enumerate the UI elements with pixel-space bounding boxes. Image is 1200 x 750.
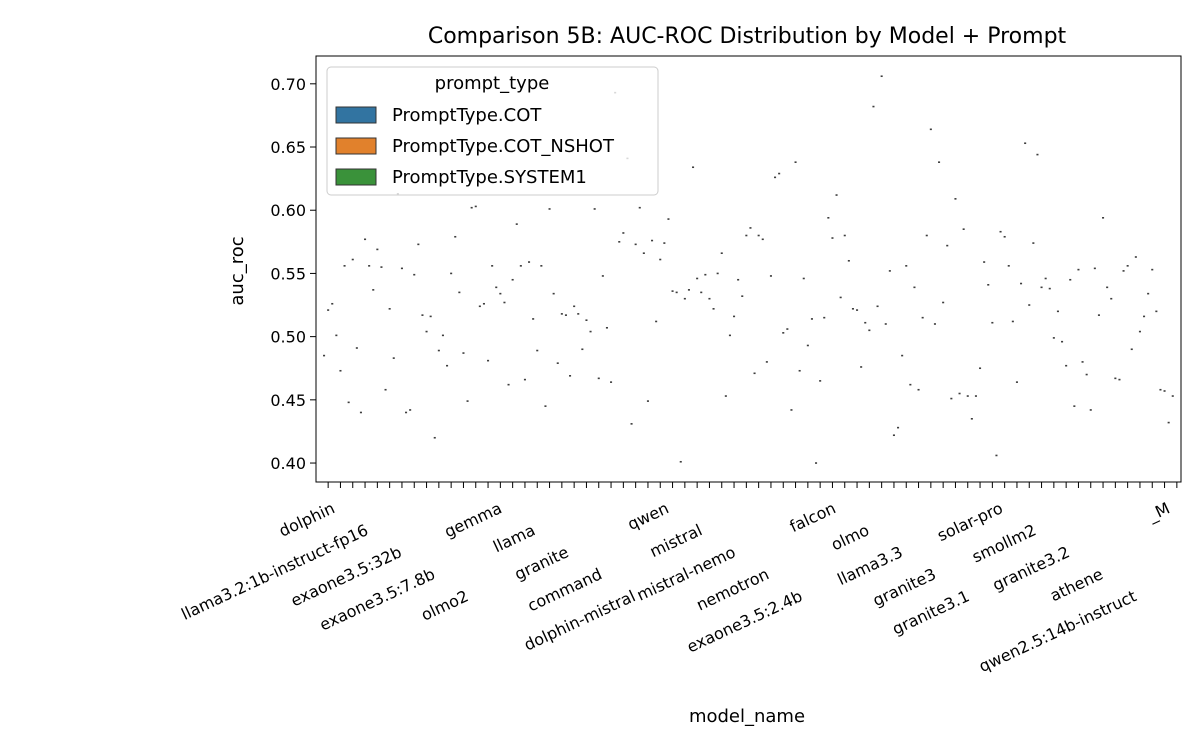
y-axis-label: auc_roc xyxy=(227,236,248,305)
x-tick-label: mistral xyxy=(647,520,705,561)
y-tick-label: 0.65 xyxy=(270,138,306,157)
x-tick-labels: dolphinllama3.2:1b-instruct-fp16exaone3.… xyxy=(178,498,1173,676)
x-tick-label: olmo2 xyxy=(418,586,471,624)
plot-frame xyxy=(315,55,1182,483)
y-tick-label: 0.55 xyxy=(270,264,306,283)
legend-label-cot-nshot: PromptType.COT_NSHOT xyxy=(392,136,615,157)
box-marks xyxy=(323,75,1174,464)
legend-label-system1: PromptType.SYSTEM1 xyxy=(392,167,587,188)
y-tick-label: 0.70 xyxy=(270,75,306,94)
y-tick-label: 0.45 xyxy=(270,391,306,410)
x-tick-label: olmo xyxy=(828,520,872,554)
x-tick-label: gemma xyxy=(441,498,504,541)
chart-title: Comparison 5B: AUC-ROC Distribution by M… xyxy=(428,24,1067,49)
x-tick-label: _M xyxy=(1144,498,1173,526)
legend-title: prompt_type xyxy=(435,73,550,94)
legend-box xyxy=(326,66,659,196)
legend-swatch-cot xyxy=(335,106,377,124)
legend-label-cot: PromptType.COT xyxy=(392,105,542,126)
x-tick-label: dolphin xyxy=(276,498,338,540)
x-tick-label: qwen xyxy=(624,498,671,533)
y-tick-label: 0.50 xyxy=(270,328,306,347)
x-tick-label: llama xyxy=(490,520,538,556)
x-tick-label: athene xyxy=(1047,564,1106,605)
y-tick-label: 0.40 xyxy=(270,454,306,473)
legend-swatch-cot-nshot xyxy=(335,137,377,155)
x-tick-label: granite xyxy=(512,542,572,583)
x-axis-label: model_name xyxy=(689,706,805,727)
legend: prompt_type PromptType.COT PromptType.CO… xyxy=(326,66,659,196)
legend-swatch-system1 xyxy=(335,168,377,186)
x-tick-label: falcon xyxy=(787,498,839,536)
x-ticks xyxy=(327,482,1178,488)
y-tick-label: 0.60 xyxy=(270,201,306,220)
y-ticks: 0.40 0.45 0.50 0.55 0.60 0.65 0.70 xyxy=(270,75,316,473)
